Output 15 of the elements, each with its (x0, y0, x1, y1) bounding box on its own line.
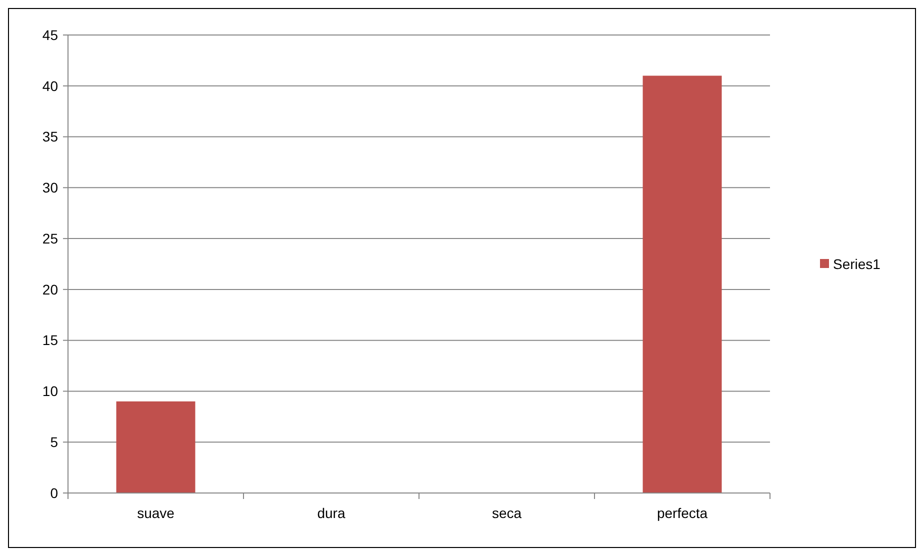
y-tick-label: 15 (42, 332, 58, 348)
x-tick-label: perfecta (656, 505, 708, 521)
y-tick-label: 30 (42, 180, 58, 196)
y-tick-label: 20 (42, 281, 58, 298)
x-tick-label: dura (317, 505, 346, 521)
y-tick-label: 40 (42, 78, 58, 94)
y-tick-label: 25 (42, 230, 58, 246)
y-tick-label: 35 (42, 128, 58, 145)
x-tick-label: suave (137, 505, 175, 521)
x-tick-label: seca (492, 505, 522, 521)
y-tick-label: 5 (50, 434, 58, 450)
legend-label: Series1 (833, 256, 881, 272)
y-tick-label: 45 (42, 26, 58, 43)
y-tick-label: 10 (42, 383, 58, 400)
y-tick-label: 0 (50, 484, 58, 501)
